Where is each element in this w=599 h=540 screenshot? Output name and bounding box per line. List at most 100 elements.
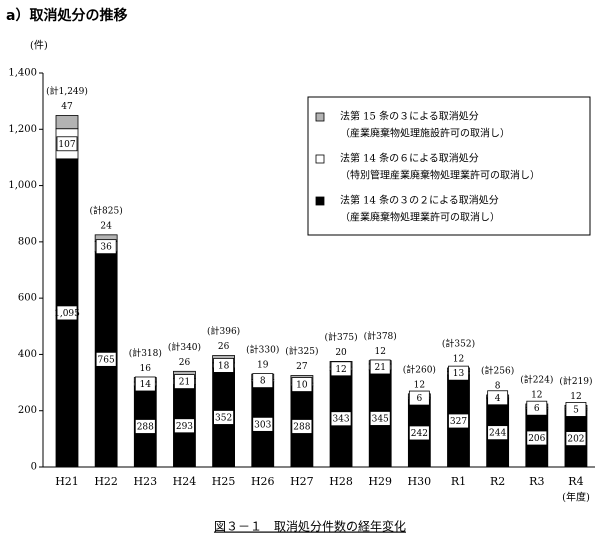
value-label: 6 [416, 394, 422, 404]
value-label-box [291, 419, 313, 434]
value-label: 21 [374, 363, 385, 373]
value-label: 352 [215, 413, 232, 423]
legend-label: 法第 15 条の３による取消処分 [340, 110, 479, 123]
y-tick-label: 1,200 [8, 124, 37, 135]
total-label: (計256) [481, 364, 514, 376]
value-label-box [330, 361, 352, 377]
value-label-box [134, 419, 156, 434]
total-label: (計375) [324, 331, 357, 343]
value-label: 20 [335, 348, 347, 358]
x-tick-label: H25 [212, 475, 236, 488]
total-label: (計318) [129, 347, 162, 359]
value-label: 1,095 [54, 309, 80, 319]
value-label: 19 [257, 361, 269, 371]
y-tick-label: 400 [18, 349, 37, 360]
value-label: 12 [414, 380, 425, 390]
total-label: (計219) [559, 375, 592, 387]
value-label-box [56, 136, 78, 152]
y-tick-label: 0 [31, 462, 37, 473]
total-label: (計224) [520, 373, 553, 385]
value-label-box [487, 425, 509, 441]
value-label: 12 [335, 365, 346, 375]
caption: 図３－１ 取消処分件数の経年変化 [214, 519, 406, 534]
value-label-box [369, 359, 391, 375]
x-tick-label: H28 [329, 475, 353, 488]
value-label-box [330, 411, 352, 427]
value-label: 206 [528, 434, 545, 444]
x-tick-label: R3 [529, 475, 544, 488]
legend [307, 96, 591, 236]
value-label: 26 [179, 358, 191, 368]
value-label: 27 [296, 362, 308, 372]
value-label: 8 [495, 381, 501, 391]
value-label: 21 [179, 378, 190, 388]
value-label: 345 [372, 414, 389, 424]
value-label-box [526, 400, 548, 416]
total-label: (計340) [168, 341, 201, 353]
x-tick-label: R4 [568, 475, 583, 488]
value-label: 343 [332, 415, 349, 425]
total-label: (計352) [442, 337, 475, 349]
value-label: 36 [100, 243, 112, 253]
legend-swatch [315, 196, 325, 206]
value-label: 202 [567, 435, 584, 445]
legend-description: （産業廃棄物処理業許可の取消し） [340, 211, 500, 224]
value-label-box [408, 425, 430, 441]
legend-swatch [315, 112, 325, 122]
x-tick-label: H24 [173, 475, 197, 488]
value-label: 26 [218, 342, 230, 352]
legend-swatch [315, 154, 325, 164]
y-tick-label: 800 [18, 236, 37, 247]
value-label-box [134, 376, 156, 392]
value-label: 18 [218, 361, 230, 371]
chart-title: a）取消処分の推移 [6, 7, 127, 24]
value-label: 765 [98, 355, 115, 365]
value-label: 13 [453, 369, 465, 379]
value-label: 8 [260, 377, 266, 387]
total-label: (計1,249) [46, 85, 88, 97]
value-label-box [174, 418, 195, 434]
x-unit: (年度) [562, 491, 590, 504]
y-unit: (件) [30, 40, 48, 52]
x-tick-label: H27 [290, 475, 314, 488]
x-tick-label: R1 [451, 475, 466, 488]
total-label: (計330) [246, 344, 279, 356]
total-label: (計325) [285, 345, 318, 357]
value-label-box [95, 351, 117, 367]
total-label: (計825) [90, 204, 123, 216]
value-label-box [369, 411, 391, 426]
legend-label: 法第 14 条の６による取消処分 [340, 152, 479, 165]
value-label: 4 [495, 394, 501, 404]
y-tick-label: 1,400 [8, 68, 37, 79]
value-label: 47 [61, 102, 73, 112]
value-label-box [252, 416, 274, 432]
legend-description: （産業廃棄物処理施設許可の取消し） [340, 127, 510, 140]
value-label-box [291, 377, 313, 392]
value-label: 242 [411, 429, 428, 439]
value-label-box [448, 365, 469, 381]
value-label: 244 [489, 429, 506, 439]
value-label: 288 [293, 422, 310, 432]
x-tick-label: H21 [55, 475, 79, 488]
value-label: 24 [100, 221, 112, 231]
value-label: 288 [137, 422, 154, 432]
legend-label: 法第 14 条の３の２による取消処分 [340, 194, 499, 207]
value-label: 5 [573, 405, 579, 415]
value-label-box [408, 390, 430, 406]
total-label: (計260) [403, 363, 436, 375]
value-label-box [56, 305, 78, 321]
value-label-box [487, 390, 509, 406]
value-label: 12 [531, 390, 542, 400]
x-tick-label: H30 [408, 475, 432, 488]
value-label-box [448, 413, 469, 429]
value-label: 107 [58, 140, 75, 150]
x-tick-label: R2 [490, 475, 505, 488]
value-label: 303 [254, 420, 271, 430]
value-label: 10 [296, 381, 308, 391]
value-label: 16 [140, 364, 152, 374]
value-label: 327 [450, 417, 467, 427]
value-label-box [95, 239, 117, 255]
total-label: (計378) [364, 330, 397, 342]
bar-segment [55, 115, 79, 130]
